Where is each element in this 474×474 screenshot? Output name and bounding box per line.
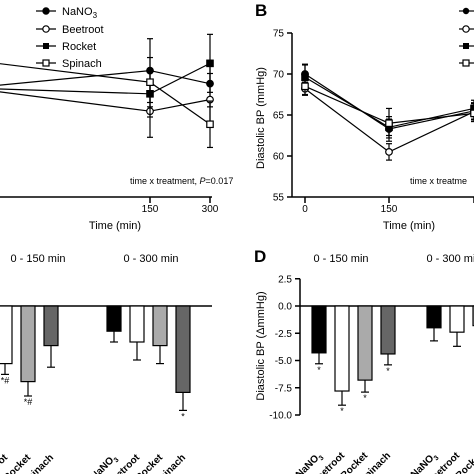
bar-beetroot (129, 305, 145, 343)
bar-spinach (43, 305, 59, 347)
bar-nano3 (311, 305, 327, 354)
bar-spinach (380, 305, 396, 355)
significance-mark: *# (24, 397, 33, 407)
panel-b-y-tick-label: 60 (273, 152, 285, 163)
data-point-square-open (301, 82, 309, 91)
panel-d-y-tick-label: -10.0 (269, 411, 292, 422)
bar-spinach (175, 305, 191, 394)
panel-c: 0 - 150 min 0 - 300 min NaNO3*#Beetroot*… (0, 253, 212, 474)
panel-a-annotation: time x treatment, P=0.017 (130, 176, 233, 186)
panel-d-y-tick-label: 0.0 (278, 302, 292, 313)
panel-d-y-axis-label: Diastolic BP (ΔmmHg) (255, 291, 267, 400)
panel-d-plot-area: *NaNO3*Beetroot*Rocket*Spinach NaNO3Beetr… (294, 305, 474, 474)
panel-b-plot-area (301, 63, 474, 161)
panel-b-x-tick-label: 0 (302, 204, 308, 215)
panel-b-y-axis: 55 60 65 70 75 (273, 29, 293, 204)
panel-d-y-tick-label: -2.5 (275, 329, 293, 340)
legend-entry-spinach: Spinach (36, 58, 102, 70)
panel-b-y-tick-label: 55 (273, 193, 285, 204)
bar-rocket (357, 305, 373, 381)
significance-mark: * (317, 365, 321, 375)
panel-d-group-label: 0 - 300 min (426, 253, 474, 265)
legend-marker-circle-filled (462, 7, 470, 15)
panel-d-letter: D (254, 247, 266, 266)
significance-mark: * (386, 366, 390, 376)
legend-label: NaNO3 (62, 6, 98, 20)
data-point-square-open (206, 120, 214, 129)
bar-rocket (152, 305, 168, 347)
panel-b-annotation: time x treatme (410, 176, 467, 186)
legend-label: Spinach (62, 58, 102, 70)
panel-b-legend (459, 7, 474, 67)
data-point-square-open (385, 119, 393, 128)
legend-marker-square-open (462, 59, 470, 67)
bar-beetroot (334, 305, 350, 392)
panel-b-letter: B (255, 1, 267, 20)
panel-b-y-tick-label: 65 (273, 111, 285, 122)
panel-b-x-axis-label: Time (min) (383, 220, 435, 232)
bar-rocket (20, 305, 36, 383)
panel-d-group-label: 0 - 150 min (313, 253, 368, 265)
panel-a-x-axis-label: Time (min) (89, 220, 141, 232)
bar-beetroot (0, 305, 13, 365)
panel-a-x-tick-label: 300 (202, 204, 219, 215)
legend-label: Rocket (62, 41, 96, 53)
bar-beetroot (449, 305, 465, 333)
legend-marker-circle-filled (42, 7, 50, 15)
data-point-square-filled (206, 59, 214, 68)
panel-d: D Diastolic BP (ΔmmHg) 0 - 150 min 0 - 3… (254, 247, 474, 474)
legend-marker-square-filled (43, 43, 49, 49)
legend-label: Beetroot (62, 24, 104, 36)
panel-a-legend: NaNO3 Beetroot Rocket Spinach (36, 6, 104, 70)
category-label: Beetroot (0, 452, 11, 474)
significance-mark: *# (1, 375, 10, 385)
legend-entry-spinach (459, 59, 474, 67)
legend-marker-circle-open (42, 25, 50, 33)
panel-c-group-label: 0 - 150 min (10, 253, 65, 265)
significance-mark: * (340, 406, 344, 416)
bar-nano3 (426, 305, 442, 329)
panel-d-y-axis: 2.5 0.0 -2.5 -5.0 -7.5 -10.0 (269, 274, 301, 422)
legend-entry-beetroot (459, 25, 474, 33)
panel-b-y-tick-label: 75 (273, 29, 285, 40)
data-point-circle-open (385, 147, 393, 156)
panel-d-y-tick-label: -5.0 (275, 356, 293, 367)
data-point-square-open (146, 78, 154, 87)
significance-mark: * (363, 393, 367, 403)
panel-b: B Diastolic BP (mmHg) 55 60 65 70 75 0 150 T… (255, 1, 474, 232)
panel-b-y-tick-label: 70 (273, 70, 285, 81)
legend-marker-square-open (42, 59, 50, 67)
legend-marker-square-filled (463, 43, 469, 49)
legend-entry-rocket (459, 43, 474, 49)
legend-marker-circle-open (462, 25, 470, 33)
significance-mark: * (181, 411, 185, 421)
legend-entry-rocket: Rocket (36, 41, 96, 53)
panel-c-plot-area: NaNO3*#Beetroot*#RocketSpinachNaNO3Beetr… (0, 305, 191, 474)
series-line-beetroot (0, 91, 211, 112)
panel-a: 150 300 Time (min) time x treatment, P=0… (0, 6, 233, 232)
panel-a-plot-area (0, 33, 214, 149)
legend-entry-beetroot: Beetroot (36, 24, 104, 36)
panel-a-x-tick-label: 150 (142, 204, 159, 215)
legend-entry-nano3 (459, 7, 474, 15)
panel-c-group-label: 0 - 300 min (123, 253, 178, 265)
panel-b-x-tick-label: 150 (381, 204, 398, 215)
legend-entry-nano3: NaNO3 (36, 6, 98, 20)
panel-d-y-tick-label: 2.5 (278, 274, 292, 285)
bar-nano3 (106, 305, 122, 332)
panel-d-y-tick-label: -7.5 (275, 383, 293, 394)
panel-b-y-axis-label: Diastolic BP (mmHg) (255, 67, 267, 169)
